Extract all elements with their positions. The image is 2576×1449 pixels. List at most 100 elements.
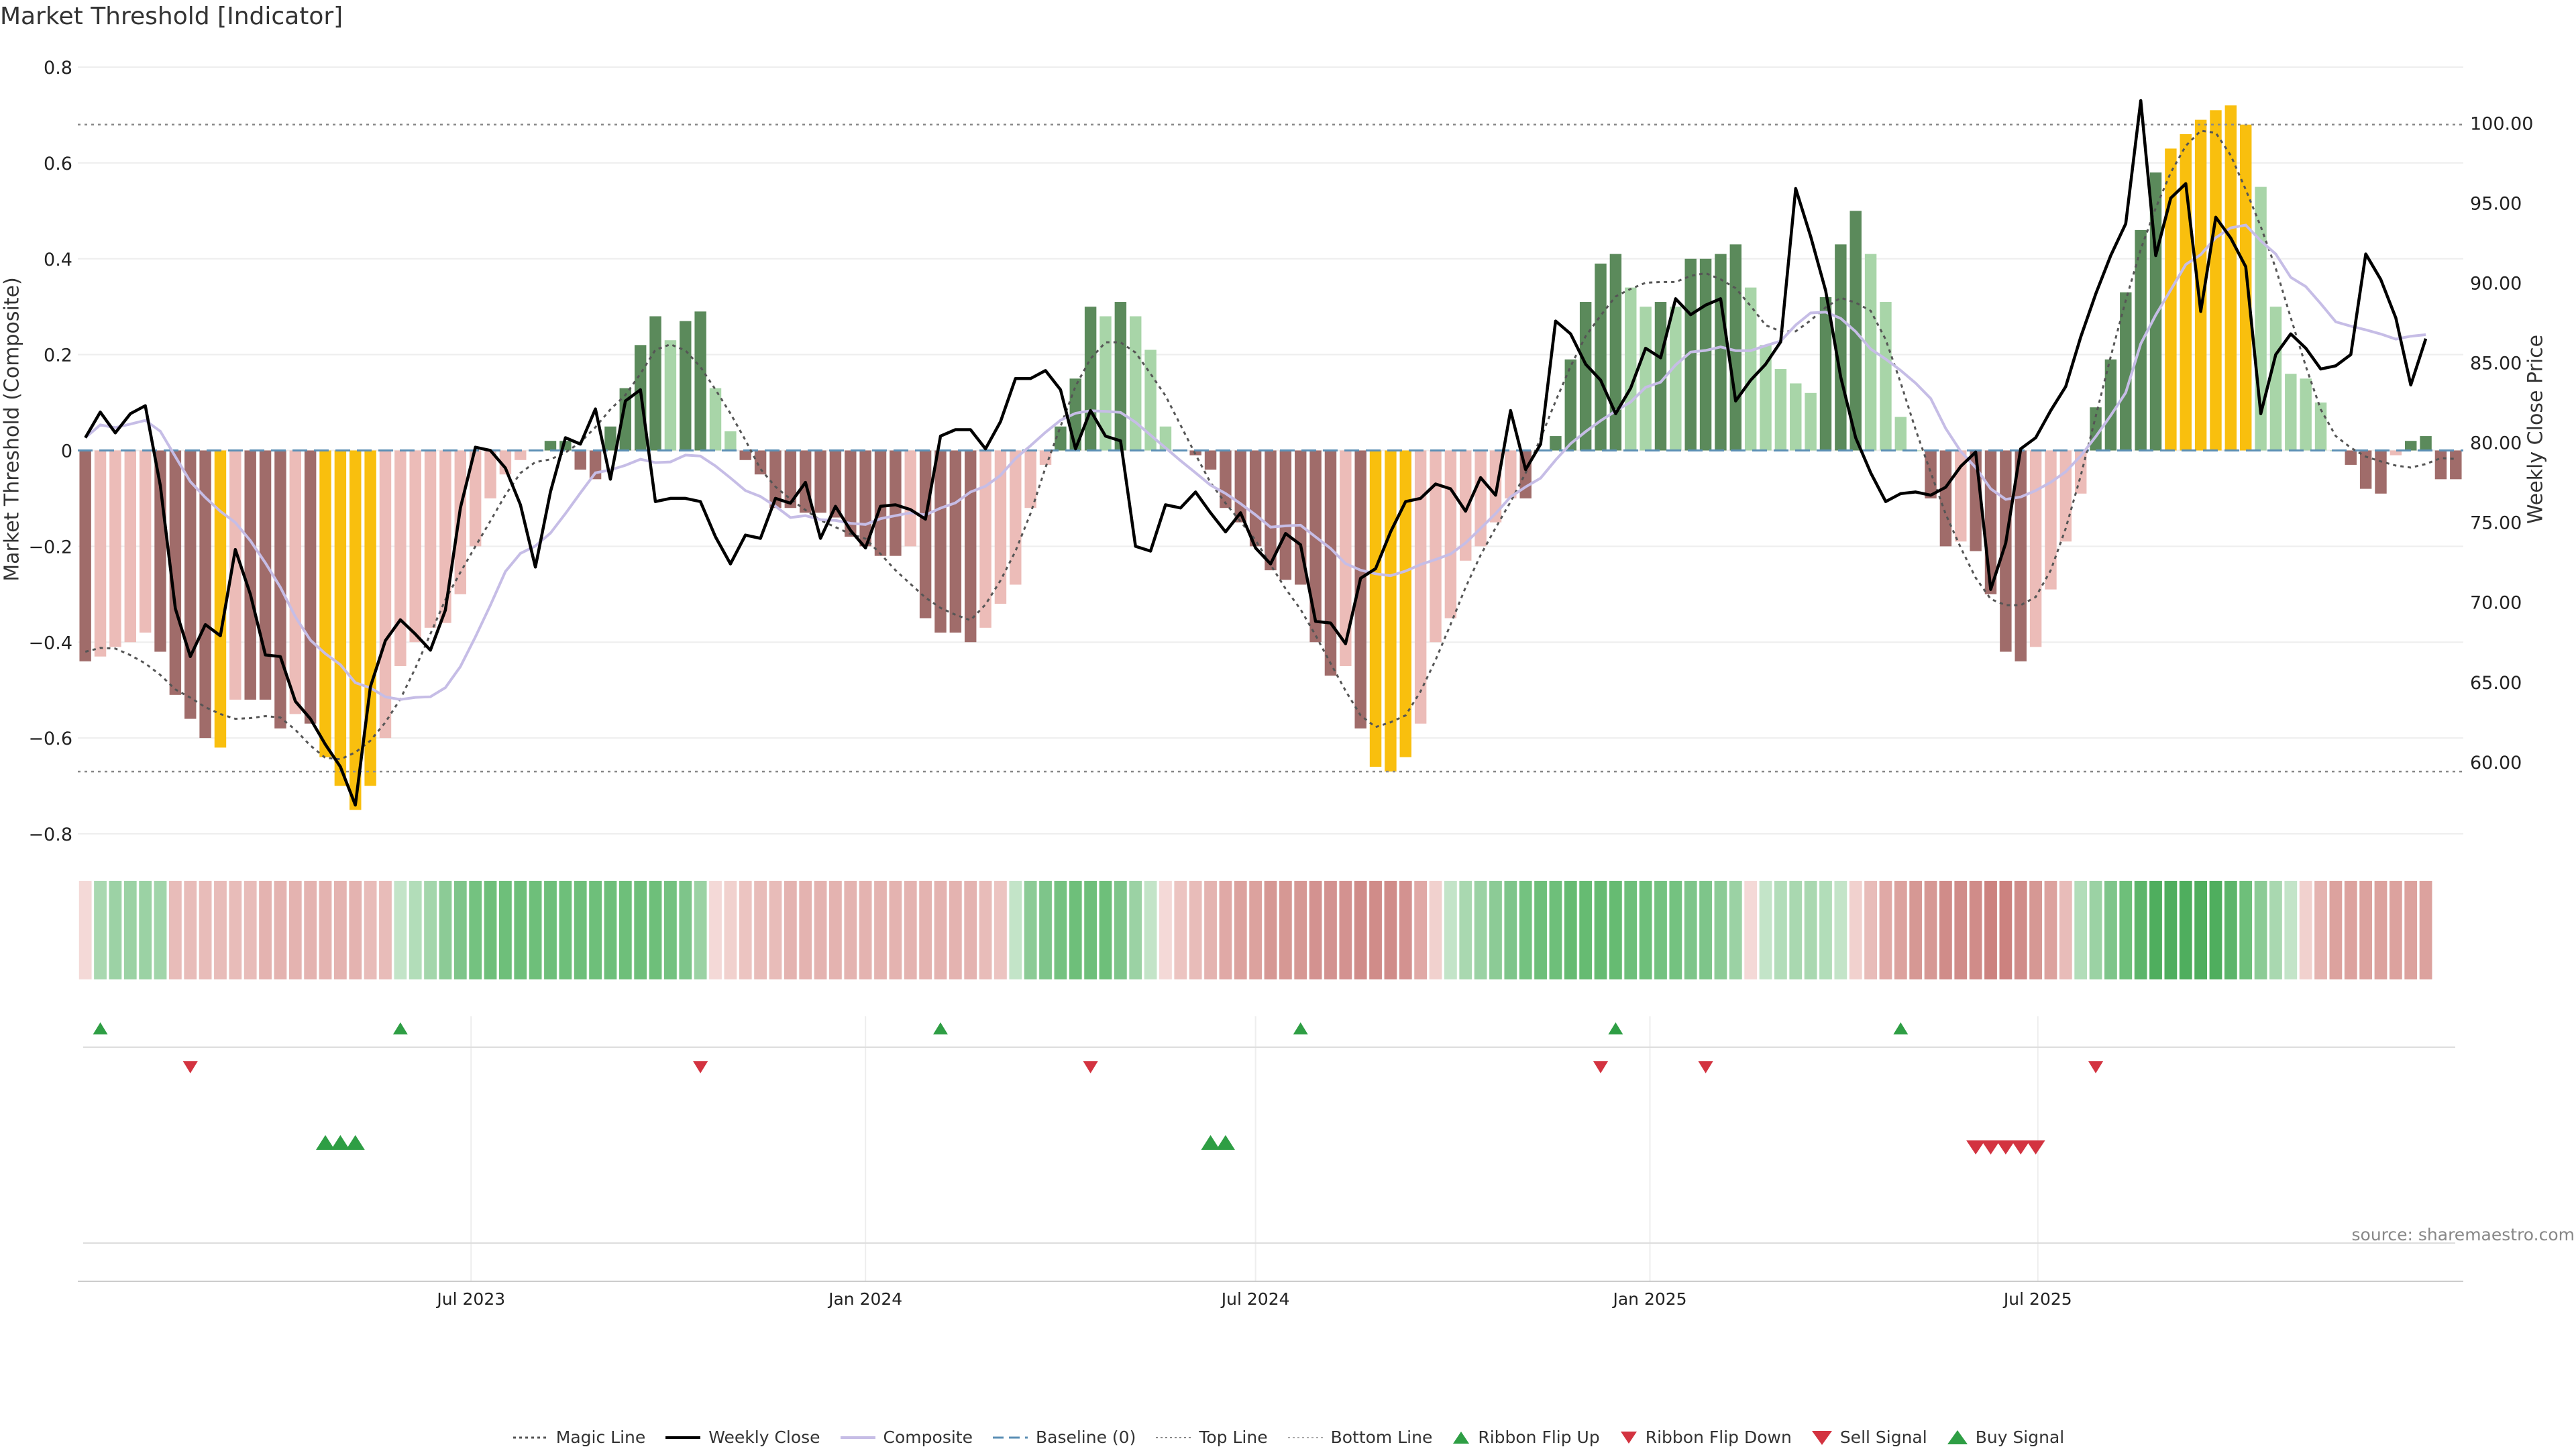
ribbon-cell [184,881,197,979]
composite-bar [2060,451,2072,542]
left-tick-label: 0.6 [44,154,72,174]
legend-ribbon-flip-up: Ribbon Flip Up [1451,1428,1599,1447]
composite-bar [755,451,766,475]
left-tick-label: 0 [61,441,72,462]
ribbon-cell [1084,881,1097,979]
ribbon-cell [1519,881,1532,979]
ribbon-cell [649,881,662,979]
ribbon-flip-down-marker [1593,1061,1608,1073]
legend-ribbon-flip-down: Ribbon Flip Down [1619,1428,1792,1447]
ribbon-flip-up-marker [1608,1022,1623,1034]
ribbon-cell [1459,881,1472,979]
ribbon-cell [2015,881,2027,979]
ribbon-cell [1339,881,1352,979]
composite-bar [890,451,901,556]
composite-bar [1745,288,1756,451]
triangle-down-icon [1619,1430,1639,1446]
legend-sell-signal: Sell Signal [1811,1428,1927,1447]
ribbon-cell [1819,881,1832,979]
ribbon-cell [2420,881,2432,979]
ribbon-cell [1039,881,1052,979]
ribbon-cell [1504,881,1517,979]
source-label: source: sharemaestro.com [2352,1225,2575,1244]
composite-bar [665,340,676,450]
ribbon-cell [1684,881,1697,979]
sell-signal-marker [1982,1140,2000,1155]
ribbon-cell [589,881,602,979]
ribbon-cell [409,881,422,979]
ribbon-cell [2345,881,2357,979]
ribbon-flip-up-marker [93,1022,108,1034]
ribbon-cell [1174,881,1187,979]
composite-bar [1205,451,1216,470]
ribbon-cell [724,881,737,979]
legend-label: Baseline (0) [1036,1428,1136,1447]
legend-label: Composite [883,1428,973,1447]
x-tick-label: Jul 2025 [2002,1289,2072,1309]
ribbon-cell [1474,881,1487,979]
composite-bar [710,388,721,451]
ribbon-cell [259,881,272,979]
composite-bar [965,451,976,643]
ribbon-cell [844,881,857,979]
ribbon-cell [1009,881,1022,979]
ribbon-cell [1849,881,1862,979]
ribbon-cell [1309,881,1322,979]
ribbon-cell [1114,881,1127,979]
composite-bar [109,451,121,647]
ribbon-cell [1414,881,1427,979]
composite-bar [1309,451,1321,643]
ribbon-cell [2269,881,2282,979]
ribbon-cell [1249,881,1262,979]
composite-bar [1775,369,1786,450]
composite-bar [125,451,136,643]
ribbon-cell [1144,881,1157,979]
left-tick-label: −0.8 [28,824,72,845]
composite-bar [2045,451,2056,590]
sell-signal-marker [2011,1140,2030,1155]
ribbon-cell [469,881,482,979]
ribbon-cell [1204,881,1217,979]
composite-bar [724,431,736,451]
legend-label: Weekly Close [708,1428,820,1447]
buy-signal-marker [316,1135,335,1150]
ribbon-cell [709,881,722,979]
legend-baseline: Baseline (0) [991,1428,1136,1447]
left-tick-label: 0.8 [44,58,72,78]
ribbon-cell [1534,881,1547,979]
composite-bar [680,321,691,451]
composite-bar [184,451,196,719]
ribbon-cell [2314,881,2327,979]
buy-signal-marker [331,1135,350,1150]
ribbon-cell [2255,881,2267,979]
composite-bar [2270,307,2282,450]
composite-bar [1010,451,1021,585]
ribbon-cell [1189,881,1202,979]
ribbon-cell [1099,881,1112,979]
ribbon-cell [634,881,647,979]
ribbon-cell [1444,881,1457,979]
buy-signal-marker [1216,1135,1235,1150]
right-tick-label: 80.00 [2470,433,2522,454]
ribbon-cell [94,881,107,979]
ribbon-cell [1669,881,1682,979]
composite-bar [140,451,151,633]
composite-bar [2135,230,2146,451]
composite-bar [1325,451,1336,676]
composite-bar [2180,134,2192,450]
composite-bar [1880,302,1891,450]
ribbon-cell [1789,881,1802,979]
ribbon-cell [859,881,872,979]
ribbon-flip-up-marker [1293,1022,1308,1034]
ribbon-cell [1564,881,1577,979]
legend-label: Ribbon Flip Down [1646,1428,1792,1447]
ribbon-cell [2119,881,2132,979]
composite-bar [859,451,871,547]
right-tick-label: 90.00 [2470,273,2522,294]
ribbon-cell [139,881,152,979]
ribbon-cell [769,881,782,979]
ribbon-cell [289,881,302,979]
buy-signal-marker [346,1135,365,1150]
composite-bar [394,451,406,666]
